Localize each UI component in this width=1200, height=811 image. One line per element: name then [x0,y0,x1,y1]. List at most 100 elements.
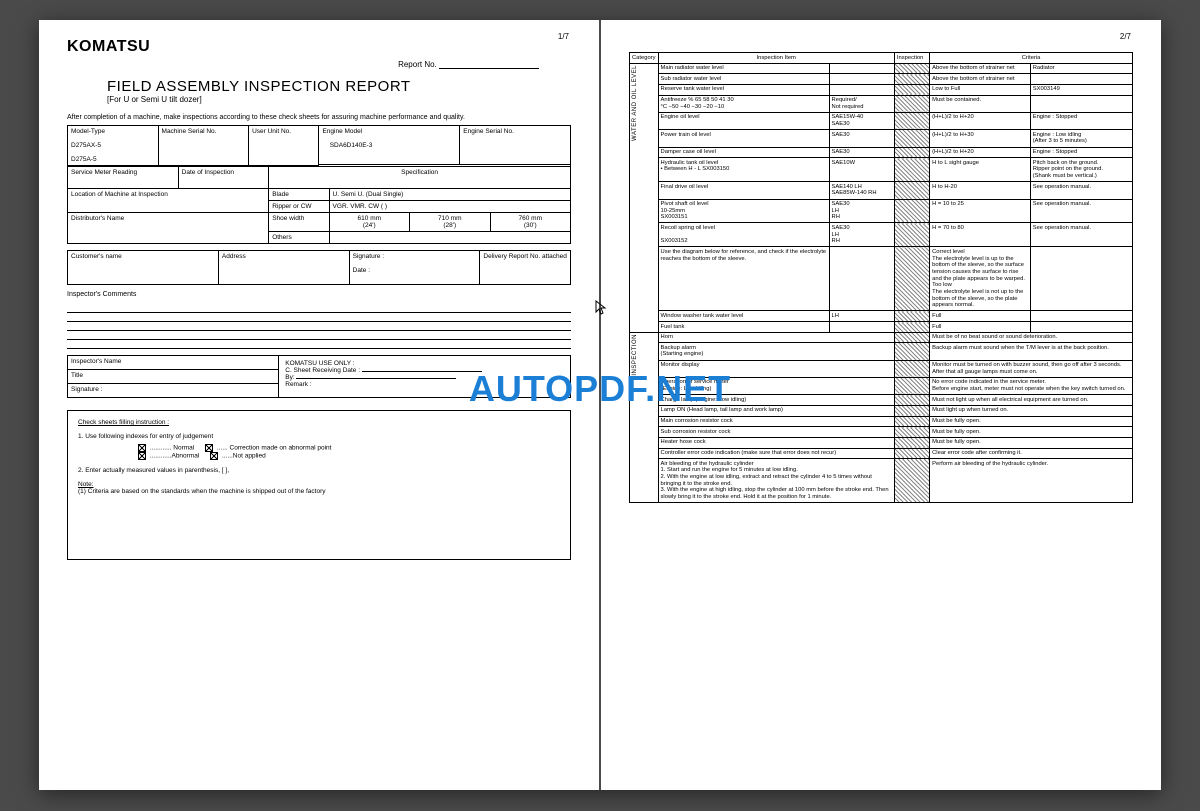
insp-name-label: Inspector's Name [68,356,279,370]
model1: D275AX-5 [71,142,101,149]
cell-right: See operation manual. [1030,182,1132,199]
table-row: Reserve tank water levelLow to FullSX003… [630,84,1133,95]
cell-criteria: Backup alarm must sound when the T/M lev… [930,343,1133,360]
cell-item: Sub radiator water level [658,74,829,85]
cell-item: Operation of service meter (Engine: Low … [658,377,894,394]
table-row: Controller error code indication (make s… [630,448,1133,459]
info-table-3: Customer's name Address Signature : Date… [67,250,571,285]
page-2: 2/7 Category Inspection Item Inspection … [601,20,1161,790]
cell-insp [894,332,929,343]
instr-normal: ............ Normal [150,445,194,452]
engine-model-label: Engine Model [322,128,362,135]
cell-criteria: (H+L)/2 to H+30 [930,130,1031,147]
report-subtitle: [For U or Semi U tilt dozer] [107,95,571,104]
by-label: By: [285,374,294,381]
cell-spec [829,322,894,333]
checkbox-correction-icon [205,444,213,452]
cell-right: SX003149 [1030,84,1132,95]
cell-item: Recoil spring oil level SX003152 [658,223,829,247]
cell-criteria: Above the bottom of strainer net [930,74,1031,85]
cell-criteria: Must be fully open. [930,427,1133,438]
cell-item: Lamp ON (Head lamp, tail lamp and work l… [658,405,894,416]
instr-notapplied: ......Not applied [222,453,266,460]
table-row: Window washer tank water level LHFull [630,311,1133,322]
engine-model-val: SDA6D140E-3 [330,142,373,149]
cell-right: See operation manual. [1030,223,1132,247]
cell-insp [894,437,929,448]
engine-serial-label: Engine Serial No. [460,126,571,165]
cell-insp [894,395,929,406]
cell-spec: SAE30 [829,147,894,158]
cell-spec: LH [829,311,894,322]
title-label: Title [68,370,279,384]
report-no-label: Report No. [398,60,437,69]
cell-spec: SAE15W-40 SAE30 [829,112,894,129]
cell-right: Engine : Stopped [1030,147,1132,158]
cell-spec: SAE30 [829,130,894,147]
info-table-2: Service Meter Reading Date of Inspection… [67,166,571,244]
cell-insp [894,74,929,85]
brand-logo: KOMATSU [67,38,571,56]
cell-item: Window washer tank water level [658,311,829,322]
cell-insp [894,459,929,503]
document-spread: 1/7 KOMATSU Report No. FIELD ASSEMBLY IN… [39,20,1161,790]
cell-item: Use the diagram below for reference, and… [658,247,829,311]
comment-lines [67,304,571,349]
user-unit-label: User Unit No. [249,126,319,166]
checkbox-abnormal-icon [138,452,146,460]
table-row: Final drive oil levelSAE140 LH SAE85W-14… [630,182,1133,199]
cell-right [1030,95,1132,112]
cell-insp [894,405,929,416]
cell-right [1030,247,1132,311]
cell-criteria: H to L sight gauge [930,158,1031,182]
cell-spec: SAE140 LH SAE85W-140 RH [829,182,894,199]
intro-text: After completion of a machine, make insp… [67,114,571,121]
cell-spec [829,74,894,85]
distributor-label: Distributor's Name [68,213,269,244]
cell-criteria: Above the bottom of strainer net [930,63,1031,74]
ripper-label: Ripper or CW [269,201,329,213]
cell-item: Antifreeze % 65 58 50 41 30 °C −50 −40 −… [658,95,829,112]
table-row: Backup alarm (Starting engine) Backup ala… [630,343,1133,360]
cell-item: Air bleeding of the hydraulic cylinder 1… [658,459,894,503]
address-label: Address [218,251,349,285]
cell-right [1030,322,1132,333]
remark-label: Remark : [285,381,311,388]
cell-spec [829,63,894,74]
cell-item: Sub corrosion resistor cock [658,427,894,438]
cell-criteria: Must be of no beat sound or sound deteri… [930,332,1133,343]
others-label: Others [269,232,329,244]
blade-label: Blade [269,189,329,201]
table-row: Hydraulic tank oil level • Between H - L… [630,158,1133,182]
model2: D275A-5 [71,156,97,163]
shoe-width-label: Shoe width [269,213,329,232]
cell-item: Main radiator water level [658,63,829,74]
cell-spec [829,247,894,311]
instr-note: Note: [78,481,94,488]
cell-spec: SAE30 LH RH [829,199,894,223]
cell-item: Backup alarm (Starting engine) [658,343,894,360]
cell-criteria: Must light up when turned on. [930,405,1133,416]
cell-item: Horn [658,332,894,343]
cell-item: Fuel tank [658,322,829,333]
location-label: Location of Machine at Inspection [68,189,269,213]
table-row: Monitor displayMonitor must be turned on… [630,360,1133,377]
info-table-4: Inspector's Name KOMATSU USE ONLY : C. S… [67,355,571,398]
table-row: Sub radiator water level Above the bottom… [630,74,1133,85]
signature-label: Signature : [353,253,384,260]
cell-right [1030,74,1132,85]
delivery-label: Delivery Report No. attached [480,251,571,285]
checkbox-normal-icon [138,444,146,452]
cell-right [1030,311,1132,322]
table-row: Air bleeding of the hydraulic cylinder 1… [630,459,1133,503]
col-category: Category [630,53,659,64]
cell-criteria: Must be fully open. [930,437,1133,448]
cell-insp [894,182,929,199]
checkbox-notapplied-icon [210,452,218,460]
instr-heading: Check sheets filling instruction : [78,419,169,426]
cell-right: Radiator [1030,63,1132,74]
cell-item: Final drive oil level [658,182,829,199]
cell-spec: SAE10W [829,158,894,182]
cell-criteria: H = 10 to 25 [930,199,1031,223]
cell-item: Damper case oil level [658,147,829,158]
